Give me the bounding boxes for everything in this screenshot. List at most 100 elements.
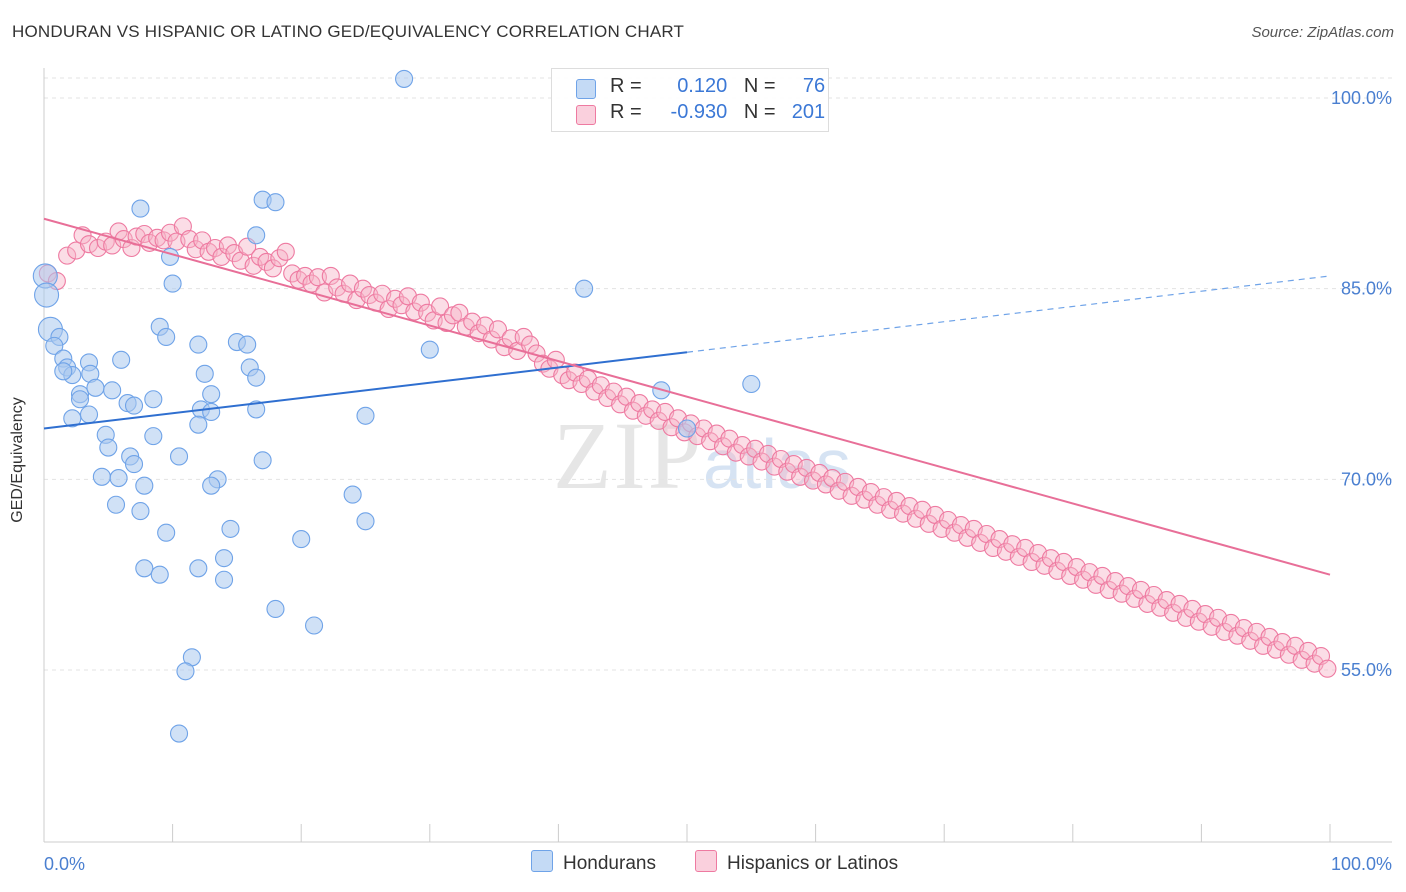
point-hondurans xyxy=(305,616,324,635)
legend-stats-hondurans: R = 0.120 N = 76 xyxy=(610,75,825,98)
point-hondurans xyxy=(202,476,221,495)
y-tick-label: 85.0% xyxy=(1341,279,1392,299)
point-hondurans xyxy=(214,549,234,568)
point-hondurans xyxy=(79,405,99,424)
legend-swatch-pink xyxy=(576,105,596,125)
point-hondurans xyxy=(163,274,182,293)
point-hondurans xyxy=(266,193,285,212)
point-hondurans xyxy=(157,327,176,347)
axes xyxy=(43,68,1392,843)
point-hondurans xyxy=(395,69,414,88)
point-hondurans xyxy=(247,368,266,387)
point-hispanics xyxy=(276,242,295,261)
legend-n-value: 76 xyxy=(802,75,826,97)
point-hondurans xyxy=(189,559,208,578)
point-hondurans xyxy=(189,415,208,434)
point-hispanics xyxy=(154,231,173,250)
point-hondurans xyxy=(202,385,221,404)
point-hondurans xyxy=(124,455,144,474)
legend-r-label: R = xyxy=(610,75,642,97)
point-hondurans xyxy=(99,438,118,457)
point-hispanics xyxy=(411,293,430,312)
point-hispanics xyxy=(263,259,282,278)
point-hondurans xyxy=(34,282,60,308)
point-hondurans xyxy=(86,378,105,397)
x-tick-label: 100.0% xyxy=(1331,854,1392,874)
bottom-legend-swatch-blue xyxy=(531,850,553,872)
legend-r-value: -0.930 xyxy=(670,101,728,123)
bottom-legend-label: Hondurans xyxy=(563,853,656,874)
correlation-legend: R = 0.120 N = 76 R = -0.930 N = 201 xyxy=(551,68,829,132)
legend-n-label: N = xyxy=(743,101,776,123)
point-hondurans xyxy=(106,495,126,514)
point-hispanics xyxy=(437,313,456,333)
y-tick-label: 70.0% xyxy=(1341,469,1392,489)
point-hispanics xyxy=(431,297,450,316)
point-hispanics xyxy=(308,268,327,287)
point-hondurans xyxy=(131,199,150,218)
y-tick-label: 100.0% xyxy=(1331,88,1392,108)
bottom-legend-label: Hispanics or Latinos xyxy=(727,853,899,874)
point-hondurans xyxy=(144,390,163,409)
y-tick-label: 55.0% xyxy=(1341,660,1392,680)
chart-title: HONDURAN VS HISPANIC OR LATINO GED/EQUIV… xyxy=(12,22,685,41)
watermark-atlas: atlas xyxy=(703,425,851,503)
point-hondurans xyxy=(356,406,375,425)
point-hispanics xyxy=(514,327,533,347)
point-hispanics xyxy=(488,320,508,339)
point-hondurans xyxy=(103,381,122,400)
point-hondurans xyxy=(420,340,439,359)
legend-n-value: 201 xyxy=(791,101,826,123)
bottom-legend-swatch-pink xyxy=(695,850,717,872)
point-hondurans xyxy=(135,476,154,495)
point-hondurans xyxy=(45,336,64,355)
point-hondurans xyxy=(356,512,375,531)
point-hondurans xyxy=(343,485,362,504)
point-hispanics xyxy=(58,246,77,265)
point-hondurans xyxy=(112,350,131,369)
point-hispanics xyxy=(180,230,199,249)
point-hispanics xyxy=(218,236,237,255)
point-hondurans xyxy=(109,469,128,488)
legend-stats-hispanics: R = -0.930 N = 201 xyxy=(610,101,825,124)
point-hondurans xyxy=(214,570,234,589)
point-hondurans xyxy=(169,724,189,743)
legend-n-label: N = xyxy=(743,75,776,97)
tick-labels: 100.0% 85.0% 70.0% 55.0% 0.0% 100.0% xyxy=(44,88,1392,874)
source-credit: Source: ZipAtlas.com xyxy=(1251,24,1394,41)
trend-line-hispanics xyxy=(43,217,1331,576)
point-hondurans xyxy=(575,279,594,298)
data-points xyxy=(32,69,1337,743)
point-hondurans xyxy=(247,226,266,245)
point-hondurans xyxy=(247,400,266,419)
point-hondurans xyxy=(169,447,189,466)
trend-line-hondurans xyxy=(43,351,688,430)
point-hondurans xyxy=(70,390,90,409)
legend-r-value: 0.120 xyxy=(677,75,728,97)
point-hondurans xyxy=(131,502,150,521)
point-hondurans xyxy=(202,402,221,422)
point-hondurans xyxy=(54,362,73,381)
point-hondurans xyxy=(292,530,311,549)
point-hondurans xyxy=(160,247,180,266)
point-hondurans xyxy=(266,599,285,619)
point-hondurans xyxy=(221,519,240,538)
point-hondurans xyxy=(135,559,154,578)
point-hondurans xyxy=(677,419,697,438)
point-hispanics xyxy=(296,266,315,286)
trend-line-hondurans-extension xyxy=(686,275,1331,353)
legend-r-label: R = xyxy=(610,101,642,123)
point-hondurans xyxy=(195,364,214,383)
point-hondurans xyxy=(92,467,111,486)
point-hondurans xyxy=(150,565,169,584)
point-hondurans xyxy=(157,523,176,542)
point-hondurans xyxy=(253,451,272,470)
point-hondurans xyxy=(742,374,761,394)
point-hondurans xyxy=(189,335,208,354)
bottom-legend-hondurans: Hondurans xyxy=(531,850,656,875)
point-hondurans xyxy=(176,662,195,681)
point-hispanics xyxy=(321,266,340,286)
trend-lines xyxy=(43,217,1331,576)
x-tick-label: 0.0% xyxy=(44,854,85,874)
